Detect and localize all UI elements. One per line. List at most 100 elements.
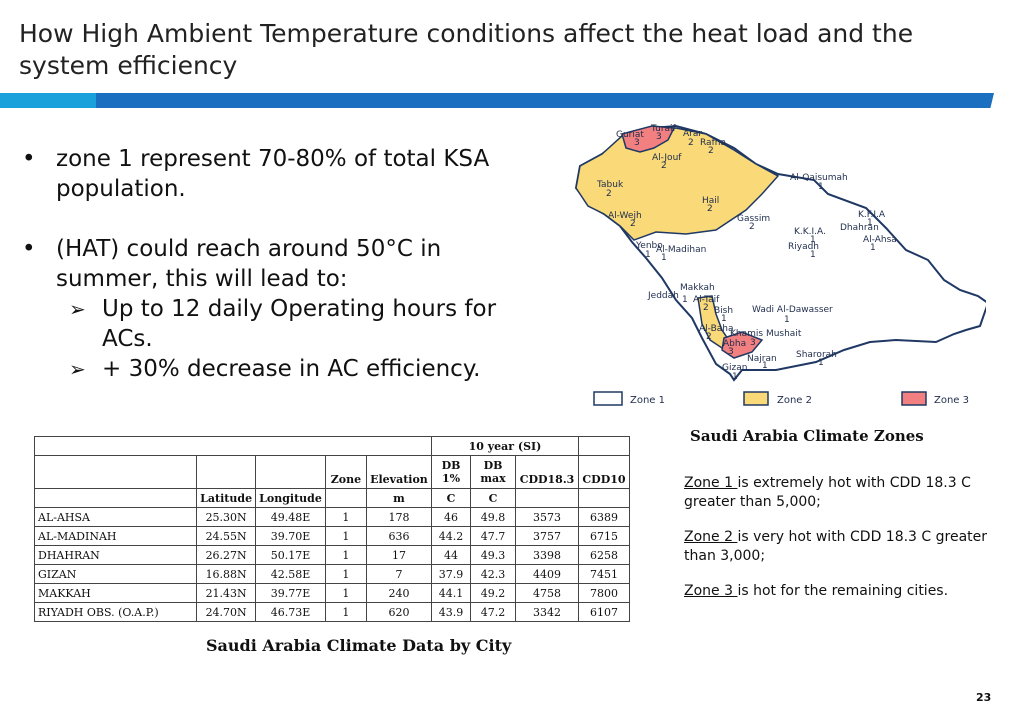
map-label: Sharorah	[796, 350, 837, 360]
map-label-zone: 1	[784, 315, 790, 325]
table-cell: AL-AHSA	[33, 507, 198, 527]
map-label: Yenbo	[635, 241, 663, 251]
map-label: Al-Madihan	[656, 245, 706, 255]
table-cell: 49.8	[470, 507, 516, 527]
map-label: Hail	[702, 196, 719, 206]
map-label-zone: 2	[688, 138, 694, 148]
zone-text: is hot for the remaining cities.	[737, 583, 949, 599]
sub-bullet-item: ➢ + 30% decrease in AC efficiency.	[22, 354, 542, 384]
table-cell: 7451	[578, 564, 630, 584]
table-header-row: Zone Elevation DB 1% DB max CDD18.3 CDD1…	[33, 455, 630, 489]
map-label: Al-Taif	[693, 295, 720, 305]
map-label-zone: 2	[708, 146, 714, 156]
map-label-zone: 1	[682, 295, 688, 305]
zones-description: Zone 1 is extremely hot with CDD 18.3 C …	[684, 474, 1004, 617]
table-cell: 4758	[515, 583, 579, 603]
map-label-zone: 1	[732, 372, 738, 382]
map-label-zone: 3	[634, 138, 640, 148]
table-row: AL-AHSA 25.30N 49.48E 1 178 46 49.8 3573 6389	[33, 507, 630, 527]
zone2-region-north	[575, 127, 780, 241]
table-cell: 46.73E	[255, 602, 326, 622]
table-header: DB max	[470, 455, 516, 489]
table-cell: 240	[365, 583, 433, 603]
sub-bullet-item: ➢ Up to 12 daily Operating hours for ACs.	[22, 294, 542, 354]
table-row: GIZAN 16.88N 42.58E 1 7 37.9 42.3 4409 7451	[33, 564, 630, 584]
map-label-zone: 3	[656, 132, 662, 142]
map-label: Najran	[747, 354, 777, 364]
table-cell: 47.2	[470, 602, 516, 622]
sub-bullet-text: Up to 12 daily Operating hours for ACs.	[102, 296, 497, 352]
map-label-zone: 1	[870, 243, 876, 253]
map-label-zone: 2	[703, 303, 709, 313]
table-cell: 1	[324, 507, 367, 527]
bullet-item: • zone 1 represent 70-80% of total KSA po…	[22, 146, 490, 202]
table-cell: 6389	[578, 507, 630, 527]
table-header: DB 1%	[431, 455, 471, 489]
map-label-zone: 2	[661, 161, 667, 171]
map-label-zone: 1	[810, 250, 816, 260]
table-cell: 6258	[578, 545, 630, 565]
map-label: Al-Baha	[699, 324, 734, 334]
map-label: Tabuk	[596, 180, 624, 190]
page-title: How High Ambient Temperature conditions …	[19, 19, 914, 80]
legend-swatch-zone1	[593, 391, 623, 406]
map-label-zone: 1	[818, 358, 824, 368]
header-accent-bar	[0, 93, 96, 108]
table-units-row: Latitude Longitude m C C	[33, 488, 630, 508]
table-cell: 44.1	[431, 583, 471, 603]
table-cell: 39.70E	[255, 526, 326, 546]
page-number: 23	[976, 691, 992, 704]
table-cell: 24.55N	[196, 526, 257, 546]
table-caption: Saudi Arabia Climate Data by City	[206, 636, 512, 655]
zone-text: is extremely hot with CDD 18.3 C greater…	[684, 475, 971, 510]
table-cell: MAKKAH	[33, 583, 198, 603]
table-cell: 7800	[578, 583, 630, 603]
map-label: Al-Wejh	[608, 211, 642, 221]
map-label: Jeddah	[647, 291, 679, 301]
table-cell: 17	[365, 545, 433, 565]
table-cell: 620	[365, 602, 433, 622]
climate-data-table: 10 year (SI) Zone Elevation DB 1% DB max…	[33, 436, 630, 622]
table-cell: 43.9	[431, 602, 471, 622]
table-cell: 44.2	[431, 526, 471, 546]
map-label: Wadi Al-Dawasser	[752, 305, 833, 315]
map-label: Rafha	[700, 138, 726, 148]
table-cell: 3573	[515, 507, 579, 527]
map-label: Khamis Mushait	[730, 329, 802, 339]
table-group-header-row: 10 year (SI)	[34, 436, 630, 456]
zone3-region-north	[621, 125, 676, 153]
table-cell: 42.3	[470, 564, 516, 584]
map-label: Gizan	[722, 363, 747, 373]
table-cell: 6107	[578, 602, 630, 622]
map-legend: Zone 1 Zone 2 Zone 3	[593, 391, 969, 406]
table-unit: C	[470, 488, 516, 508]
map-label: Riyadh	[788, 242, 819, 252]
legend-swatch-zone3	[901, 391, 927, 406]
map-label: Al-Jouf	[652, 153, 682, 163]
zone-label: Zone 2	[684, 529, 738, 545]
map-label-zone: 1	[818, 182, 824, 192]
table-cell: 50.17E	[255, 545, 326, 565]
table-cell: 1	[324, 602, 367, 622]
table-cell: 1	[324, 564, 367, 584]
table-cell: 26.27N	[196, 545, 257, 565]
table-row: DHAHRAN 26.27N 50.17E 1 17 44 49.3 3398 6258	[33, 545, 630, 565]
table-row: RIYADH OBS. (O.A.P.) 24.70N 46.73E 1 620 43.9…	[33, 602, 630, 622]
table-header: Zone	[324, 455, 367, 489]
sub-bullet-text: + 30% decrease in AC efficiency.	[102, 356, 481, 382]
zone-label: Zone 3	[684, 583, 738, 599]
map-label: K.K.I.A.	[794, 227, 826, 237]
map-label: Al-Ahsa	[863, 235, 897, 245]
map-label: K.F.I.A	[858, 210, 886, 220]
map-label-zone: 1	[867, 218, 873, 228]
map-label-zone: 2	[706, 332, 712, 342]
table-unit: m	[365, 488, 433, 508]
table-cell: 3757	[515, 526, 579, 546]
map-label: Al-Qaisumah	[790, 173, 848, 183]
map-label-zone: 1	[810, 235, 816, 245]
map-label: Bish	[714, 306, 733, 316]
table-cell: 178	[365, 507, 433, 527]
map-caption: Saudi Arabia Climate Zones	[690, 427, 924, 445]
map-label-zone: 3	[728, 347, 734, 357]
arrow-bullet-icon: ➢	[69, 357, 86, 381]
